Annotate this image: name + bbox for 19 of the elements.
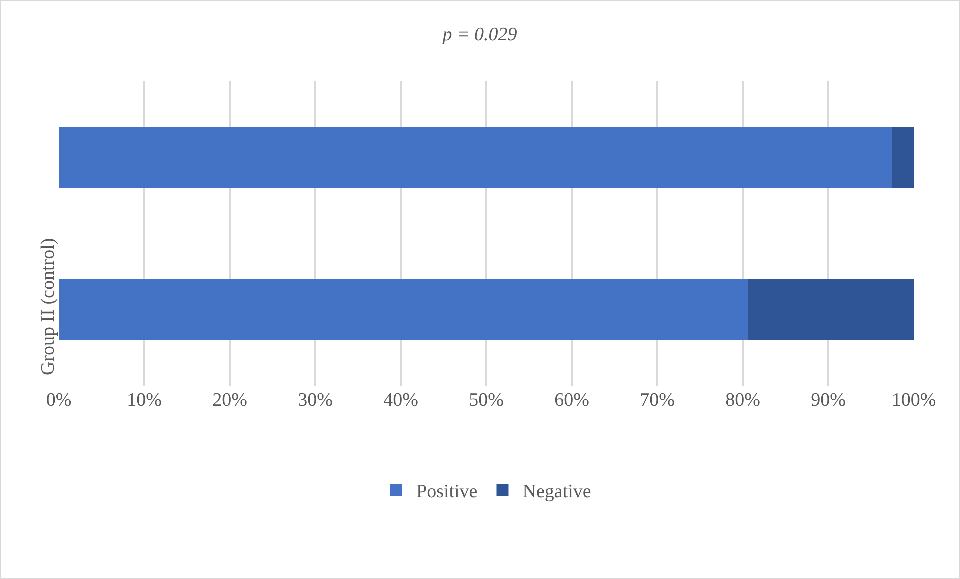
x-tick-label: 0% <box>46 390 72 411</box>
x-tick-label: 90% <box>811 390 846 411</box>
legend-label: Negative <box>522 482 592 503</box>
x-tick-label: 70% <box>640 390 676 411</box>
chart-title: p = 0.029 <box>440 24 518 46</box>
x-tick-label: 20% <box>212 390 248 411</box>
bar <box>59 279 748 340</box>
bar <box>748 279 914 340</box>
bar <box>892 126 914 188</box>
legend-label: Positive <box>416 482 478 503</box>
x-tick-label: 100% <box>892 390 936 411</box>
x-tick-label: 80% <box>726 390 761 411</box>
x-tick-label: 50% <box>469 390 504 411</box>
x-tick-label: 60% <box>554 390 590 411</box>
x-tick-label: 40% <box>384 390 419 411</box>
bar <box>59 126 893 188</box>
y-tick-label: Group II (control) <box>38 238 60 376</box>
x-tick-label: 10% <box>127 390 162 411</box>
x-tick-label: 30% <box>298 390 334 411</box>
